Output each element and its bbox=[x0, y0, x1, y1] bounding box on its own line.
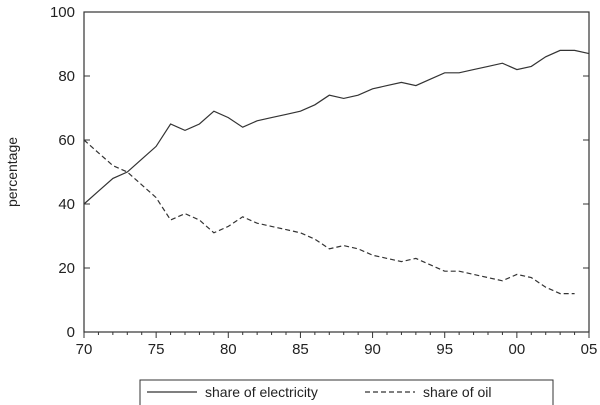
y-tick-label: 80 bbox=[58, 68, 75, 85]
y-tick-label: 40 bbox=[58, 196, 75, 213]
plot-frame bbox=[83, 11, 590, 333]
x-tick-label: 75 bbox=[148, 341, 165, 358]
legend-box bbox=[139, 379, 554, 405]
x-tick-label: 05 bbox=[581, 341, 598, 358]
y-axis-label: percentage bbox=[4, 137, 20, 207]
x-tick-label: 70 bbox=[76, 341, 93, 358]
axes: 0 20 40 60 80 100 70 75 80 85 90 95 00 05 bbox=[50, 4, 597, 358]
series-line-oil bbox=[83, 139, 575, 295]
x-tick-label: 85 bbox=[292, 341, 309, 358]
y-tick-label: 0 bbox=[67, 324, 75, 341]
y-tick-label: 100 bbox=[50, 4, 75, 21]
series-line-electricity bbox=[83, 49, 590, 205]
x-tick-label: 95 bbox=[436, 341, 453, 358]
x-tick-label: 80 bbox=[220, 341, 237, 358]
y-tick-label: 20 bbox=[58, 260, 75, 277]
x-tick-label: 90 bbox=[364, 341, 381, 358]
legend-label: share of electricity bbox=[205, 384, 318, 400]
legend-label: share of oil bbox=[423, 384, 491, 400]
x-tick-label: 00 bbox=[509, 341, 526, 358]
y-tick-label: 60 bbox=[58, 132, 75, 149]
plot-area bbox=[83, 49, 590, 295]
legend: share of electricity share of oil bbox=[139, 379, 554, 405]
